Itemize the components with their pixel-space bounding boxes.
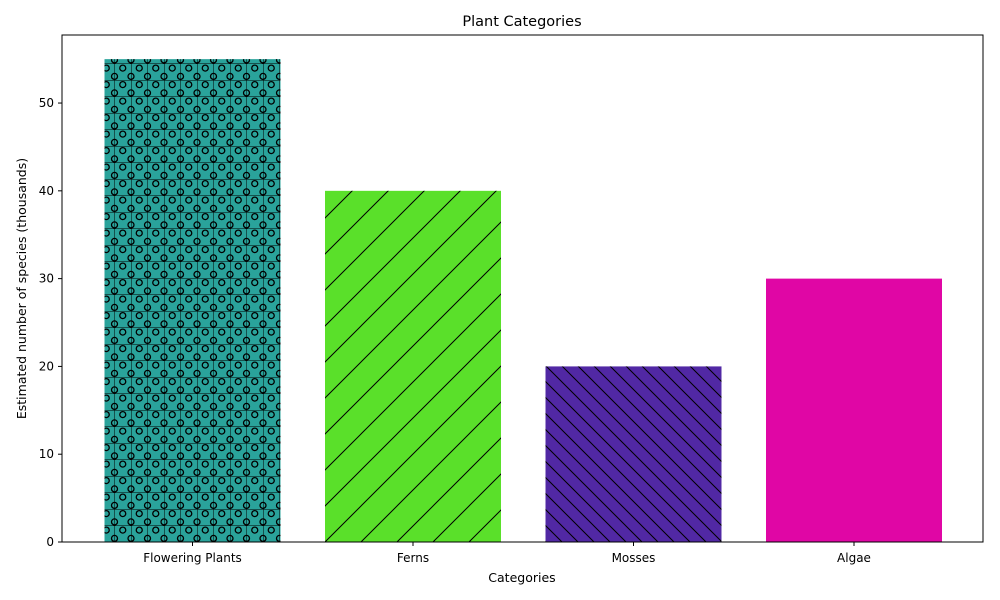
y-tick-label: 20 bbox=[39, 359, 54, 373]
x-axis-ticks: Flowering Plants Ferns Mosses Algae bbox=[143, 542, 871, 565]
y-tick-label: 10 bbox=[39, 447, 54, 461]
bar-hatch-ferns bbox=[325, 190, 501, 542]
x-tick-label-flowering-plants: Flowering Plants bbox=[143, 551, 242, 565]
y-tick-label: 0 bbox=[46, 535, 54, 549]
chart-title: Plant Categories bbox=[462, 14, 581, 30]
y-axis-label: Estimated number of species (thousands) bbox=[14, 158, 29, 419]
x-tick-label-ferns: Ferns bbox=[397, 551, 429, 565]
x-tick-label-algae: Algae bbox=[837, 551, 871, 565]
y-tick-label: 30 bbox=[39, 272, 54, 286]
y-tick-label: 50 bbox=[39, 96, 54, 110]
plot-frame bbox=[61, 34, 984, 543]
x-tick-label-mosses: Mosses bbox=[612, 551, 656, 565]
bar-hatch-flowering-plants bbox=[104, 59, 281, 543]
y-axis-ticks: 0 10 20 30 40 50 bbox=[39, 96, 62, 549]
bar-hatch-mosses bbox=[545, 366, 722, 542]
bar-algae bbox=[766, 278, 942, 542]
bars-group bbox=[104, 59, 942, 543]
x-axis-label: Categories bbox=[488, 570, 555, 585]
y-tick-label: 40 bbox=[39, 184, 54, 198]
